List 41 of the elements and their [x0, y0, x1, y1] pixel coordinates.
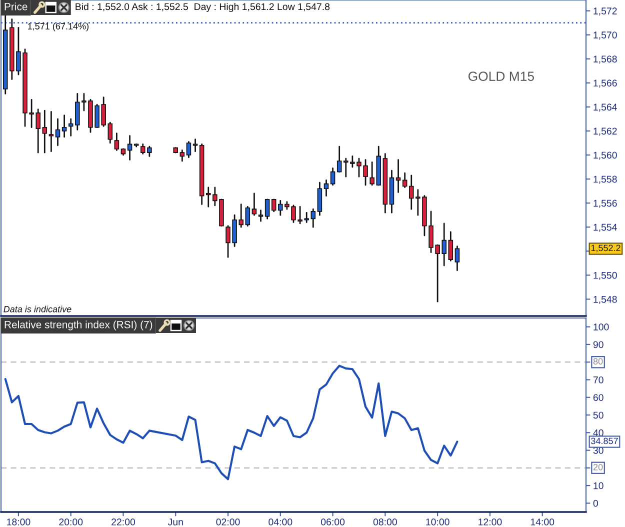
x-tick-label: Jun [168, 518, 183, 526]
chart-subtitle: Bid : 1,552.0 Ask : 1,552.5 Day : High 1,561.2 Low 1,547.8 [76, 2, 330, 12]
y-tick-label: 90 [593, 341, 604, 348]
y-tick-label: 1,570 [594, 32, 617, 40]
chart-title: Price [4, 2, 28, 10]
x-tick-label: 06:00 [321, 518, 345, 526]
y-tick-label: 1,566 [594, 80, 617, 88]
y-tick-label: 50 [593, 412, 604, 419]
x-tick-label: 18:00 [7, 518, 30, 526]
y-tick-label: 70 [593, 376, 604, 384]
x-tick-label: 22:00 [112, 518, 136, 526]
y-tick-label: 1,564 [594, 104, 617, 112]
x-tick-label: 14:00 [530, 518, 554, 526]
ref-line-label: 20 [593, 464, 603, 470]
annotation: Data is indicative [4, 306, 72, 312]
y-tick-label: 1,562 [594, 128, 617, 136]
y-tick-label: 0 [593, 500, 598, 507]
y-tick-label: 1,556 [594, 200, 617, 208]
x-tick-label: 10:00 [426, 518, 450, 526]
y-tick-label: 1,550 [594, 272, 617, 280]
y-tick-label: 1,554 [594, 224, 617, 232]
y-tick-label: 1,560 [594, 152, 617, 160]
y-tick-label: 1,558 [594, 176, 617, 184]
text: 34.857 [591, 438, 618, 444]
x-tick-label: 08:00 [373, 518, 397, 526]
y-tick-label: 1,572 [594, 8, 617, 16]
x-tick-label: 20:00 [59, 518, 83, 526]
chart-title: Relative strength index (RSI) (7) [4, 320, 152, 330]
text: 1,552.2 [591, 244, 620, 252]
x-tick-label: 12:00 [478, 518, 502, 526]
ref-line-label: 80 [593, 358, 603, 365]
y-tick-label: 60 [593, 394, 604, 401]
ref-line-label: 1,571 (67.14%) [28, 22, 88, 32]
y-tick-label: 100 [594, 324, 609, 330]
x-tick-label: 02:00 [216, 518, 240, 526]
annotation: GOLD M15 [468, 72, 534, 81]
y-tick-label: 1,568 [594, 56, 617, 64]
y-tick-label: 40 [593, 429, 604, 436]
y-tick-label: 1,548 [594, 296, 617, 304]
y-tick-label: 10 [594, 482, 604, 490]
x-tick-label: 04:00 [268, 518, 292, 526]
